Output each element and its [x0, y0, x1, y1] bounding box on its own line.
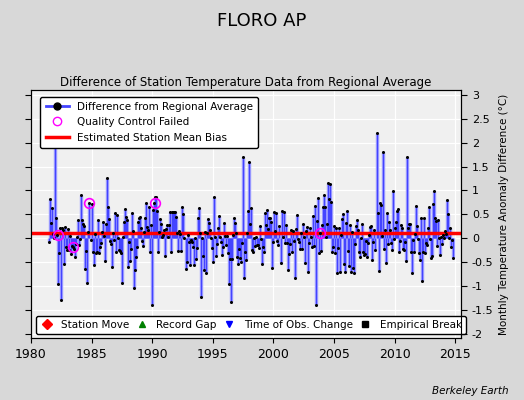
Text: FLORO AP: FLORO AP: [217, 12, 307, 30]
Y-axis label: Monthly Temperature Anomaly Difference (°C): Monthly Temperature Anomaly Difference (…: [499, 94, 509, 335]
Legend: Station Move, Record Gap, Time of Obs. Change, Empirical Break: Station Move, Record Gap, Time of Obs. C…: [36, 316, 466, 334]
Text: Berkeley Earth: Berkeley Earth: [432, 386, 508, 396]
Title: Difference of Station Temperature Data from Regional Average: Difference of Station Temperature Data f…: [60, 76, 432, 89]
